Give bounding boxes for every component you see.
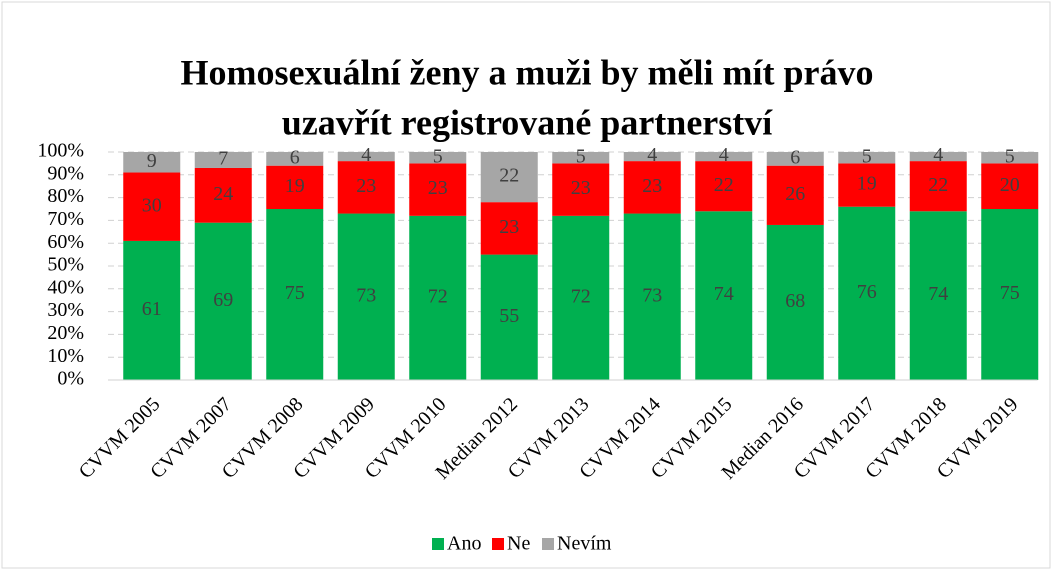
y-tick-label: 60% (47, 231, 84, 253)
data-label: 22 (499, 165, 519, 187)
y-tick-label: 20% (47, 322, 84, 344)
legend-label: Ne (507, 533, 530, 555)
bar-segment (623, 152, 681, 162)
bar-segment (695, 161, 753, 212)
bar-segment (695, 152, 753, 162)
chart-title: uzavřít registrované partnerství (282, 102, 774, 142)
data-label: 5 (1005, 145, 1015, 167)
bar-segment (194, 167, 252, 223)
data-label: 20 (1000, 174, 1020, 196)
y-tick-label: 50% (47, 254, 84, 276)
chart-title: Homosexuální ženy a muži by měli mít prá… (181, 52, 874, 92)
bar-segment (194, 152, 252, 168)
bar-segment (480, 254, 538, 380)
bar-segment (123, 152, 181, 173)
data-label: 22 (714, 174, 734, 196)
data-label: 24 (213, 183, 233, 205)
data-label: 19 (857, 173, 877, 195)
data-label: 72 (571, 286, 591, 308)
data-label: 19 (285, 175, 305, 197)
data-label: 68 (785, 290, 805, 312)
data-label: 55 (499, 305, 519, 327)
data-label: 23 (499, 216, 519, 238)
y-tick-label: 100% (37, 140, 84, 162)
data-label: 5 (862, 145, 872, 167)
y-tick-label: 40% (47, 276, 84, 298)
data-label: 73 (356, 284, 376, 306)
bar-segment (623, 213, 681, 380)
data-label: 9 (147, 150, 157, 172)
y-tick-label: 10% (47, 345, 84, 367)
data-label: 73 (642, 284, 662, 306)
bar-segment (695, 211, 753, 380)
data-label: 61 (142, 298, 162, 320)
bar-segment (552, 163, 610, 216)
bar-segment (981, 163, 1039, 209)
legend-label: Nevím (557, 533, 612, 555)
bar-segment (480, 152, 538, 203)
data-label: 23 (571, 177, 591, 199)
bar-segment (266, 209, 324, 380)
data-label: 4 (933, 144, 943, 166)
bar-segment (409, 215, 467, 380)
bar-segment (909, 211, 967, 380)
bar-segment (337, 161, 395, 214)
data-label: 26 (785, 183, 805, 205)
data-label: 75 (1000, 282, 1020, 304)
y-tick-label: 30% (47, 299, 84, 321)
bar-segment (838, 206, 896, 380)
bar-segment (838, 152, 896, 164)
y-tick-label: 80% (47, 185, 84, 207)
bar-segment (194, 222, 252, 380)
data-label: 69 (213, 289, 233, 311)
bar-segment (766, 224, 824, 380)
bar-segment (981, 209, 1039, 380)
y-tick-label: 70% (47, 208, 84, 230)
data-label: 74 (714, 283, 734, 305)
bar-segment (123, 172, 181, 241)
legend-swatch (542, 538, 554, 550)
bar-segment (909, 161, 967, 212)
data-label: 6 (290, 146, 300, 168)
bar-segment (266, 165, 324, 209)
bar-segment (337, 152, 395, 162)
data-label: 74 (928, 283, 948, 305)
legend-swatch (432, 538, 444, 550)
bar-segment (409, 152, 467, 164)
legend-swatch (492, 538, 504, 550)
y-tick-label: 0% (57, 368, 84, 390)
bar-segment (766, 152, 824, 166)
bar-segment (981, 152, 1039, 164)
bar-segment (766, 165, 824, 225)
data-label: 72 (428, 286, 448, 308)
data-label: 23 (642, 175, 662, 197)
data-label: 30 (142, 194, 162, 216)
bar-segment (480, 202, 538, 255)
data-label: 23 (356, 175, 376, 197)
data-label: 75 (285, 282, 305, 304)
data-label: 4 (719, 144, 729, 166)
data-label: 22 (928, 174, 948, 196)
data-label: 76 (857, 281, 877, 303)
data-label: 4 (647, 144, 657, 166)
bar-segment (552, 215, 610, 380)
y-tick-label: 90% (47, 162, 84, 184)
data-label: 6 (790, 146, 800, 168)
bar-segment (838, 163, 896, 207)
bar-segment (337, 213, 395, 380)
data-label: 23 (428, 177, 448, 199)
legend-label: Ano (447, 533, 481, 555)
bar-segment (909, 152, 967, 162)
data-label: 5 (433, 145, 443, 167)
data-label: 7 (218, 148, 228, 170)
bar-segment (123, 240, 181, 380)
bar-segment (552, 152, 610, 164)
bar-segment (623, 161, 681, 214)
data-label: 4 (361, 144, 371, 166)
bar-segment (409, 163, 467, 216)
data-label: 5 (576, 145, 586, 167)
bar-segment (266, 152, 324, 166)
